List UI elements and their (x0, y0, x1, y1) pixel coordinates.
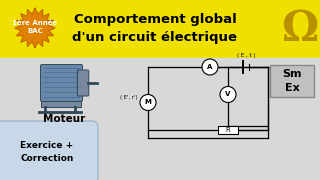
Text: ( E', r'): ( E', r') (120, 95, 138, 100)
FancyBboxPatch shape (41, 64, 83, 102)
Text: R: R (226, 127, 230, 133)
Bar (41, 101, 81, 107)
Text: Sm
Ex: Sm Ex (282, 69, 302, 93)
Text: Comportement global: Comportement global (74, 14, 236, 26)
Text: Moteur: Moteur (43, 114, 85, 124)
Circle shape (140, 94, 156, 111)
Bar (0, 58, 320, 180)
Text: A: A (207, 64, 213, 70)
Text: V: V (225, 91, 231, 98)
Text: ( E , t ): ( E , t ) (237, 53, 255, 58)
Polygon shape (15, 8, 55, 48)
FancyBboxPatch shape (77, 70, 89, 96)
Circle shape (202, 59, 218, 75)
Text: d'un circuit électrique: d'un circuit électrique (73, 31, 237, 44)
Text: M: M (145, 100, 151, 105)
Circle shape (220, 87, 236, 102)
Bar (218, 126, 238, 134)
Text: Exercice +
Correction: Exercice + Correction (20, 141, 74, 163)
FancyBboxPatch shape (0, 121, 98, 180)
Bar (0, 0, 320, 58)
FancyBboxPatch shape (270, 65, 314, 97)
Text: Ω: Ω (281, 8, 319, 50)
Text: 1ère Année
BAC: 1ère Année BAC (12, 20, 58, 34)
